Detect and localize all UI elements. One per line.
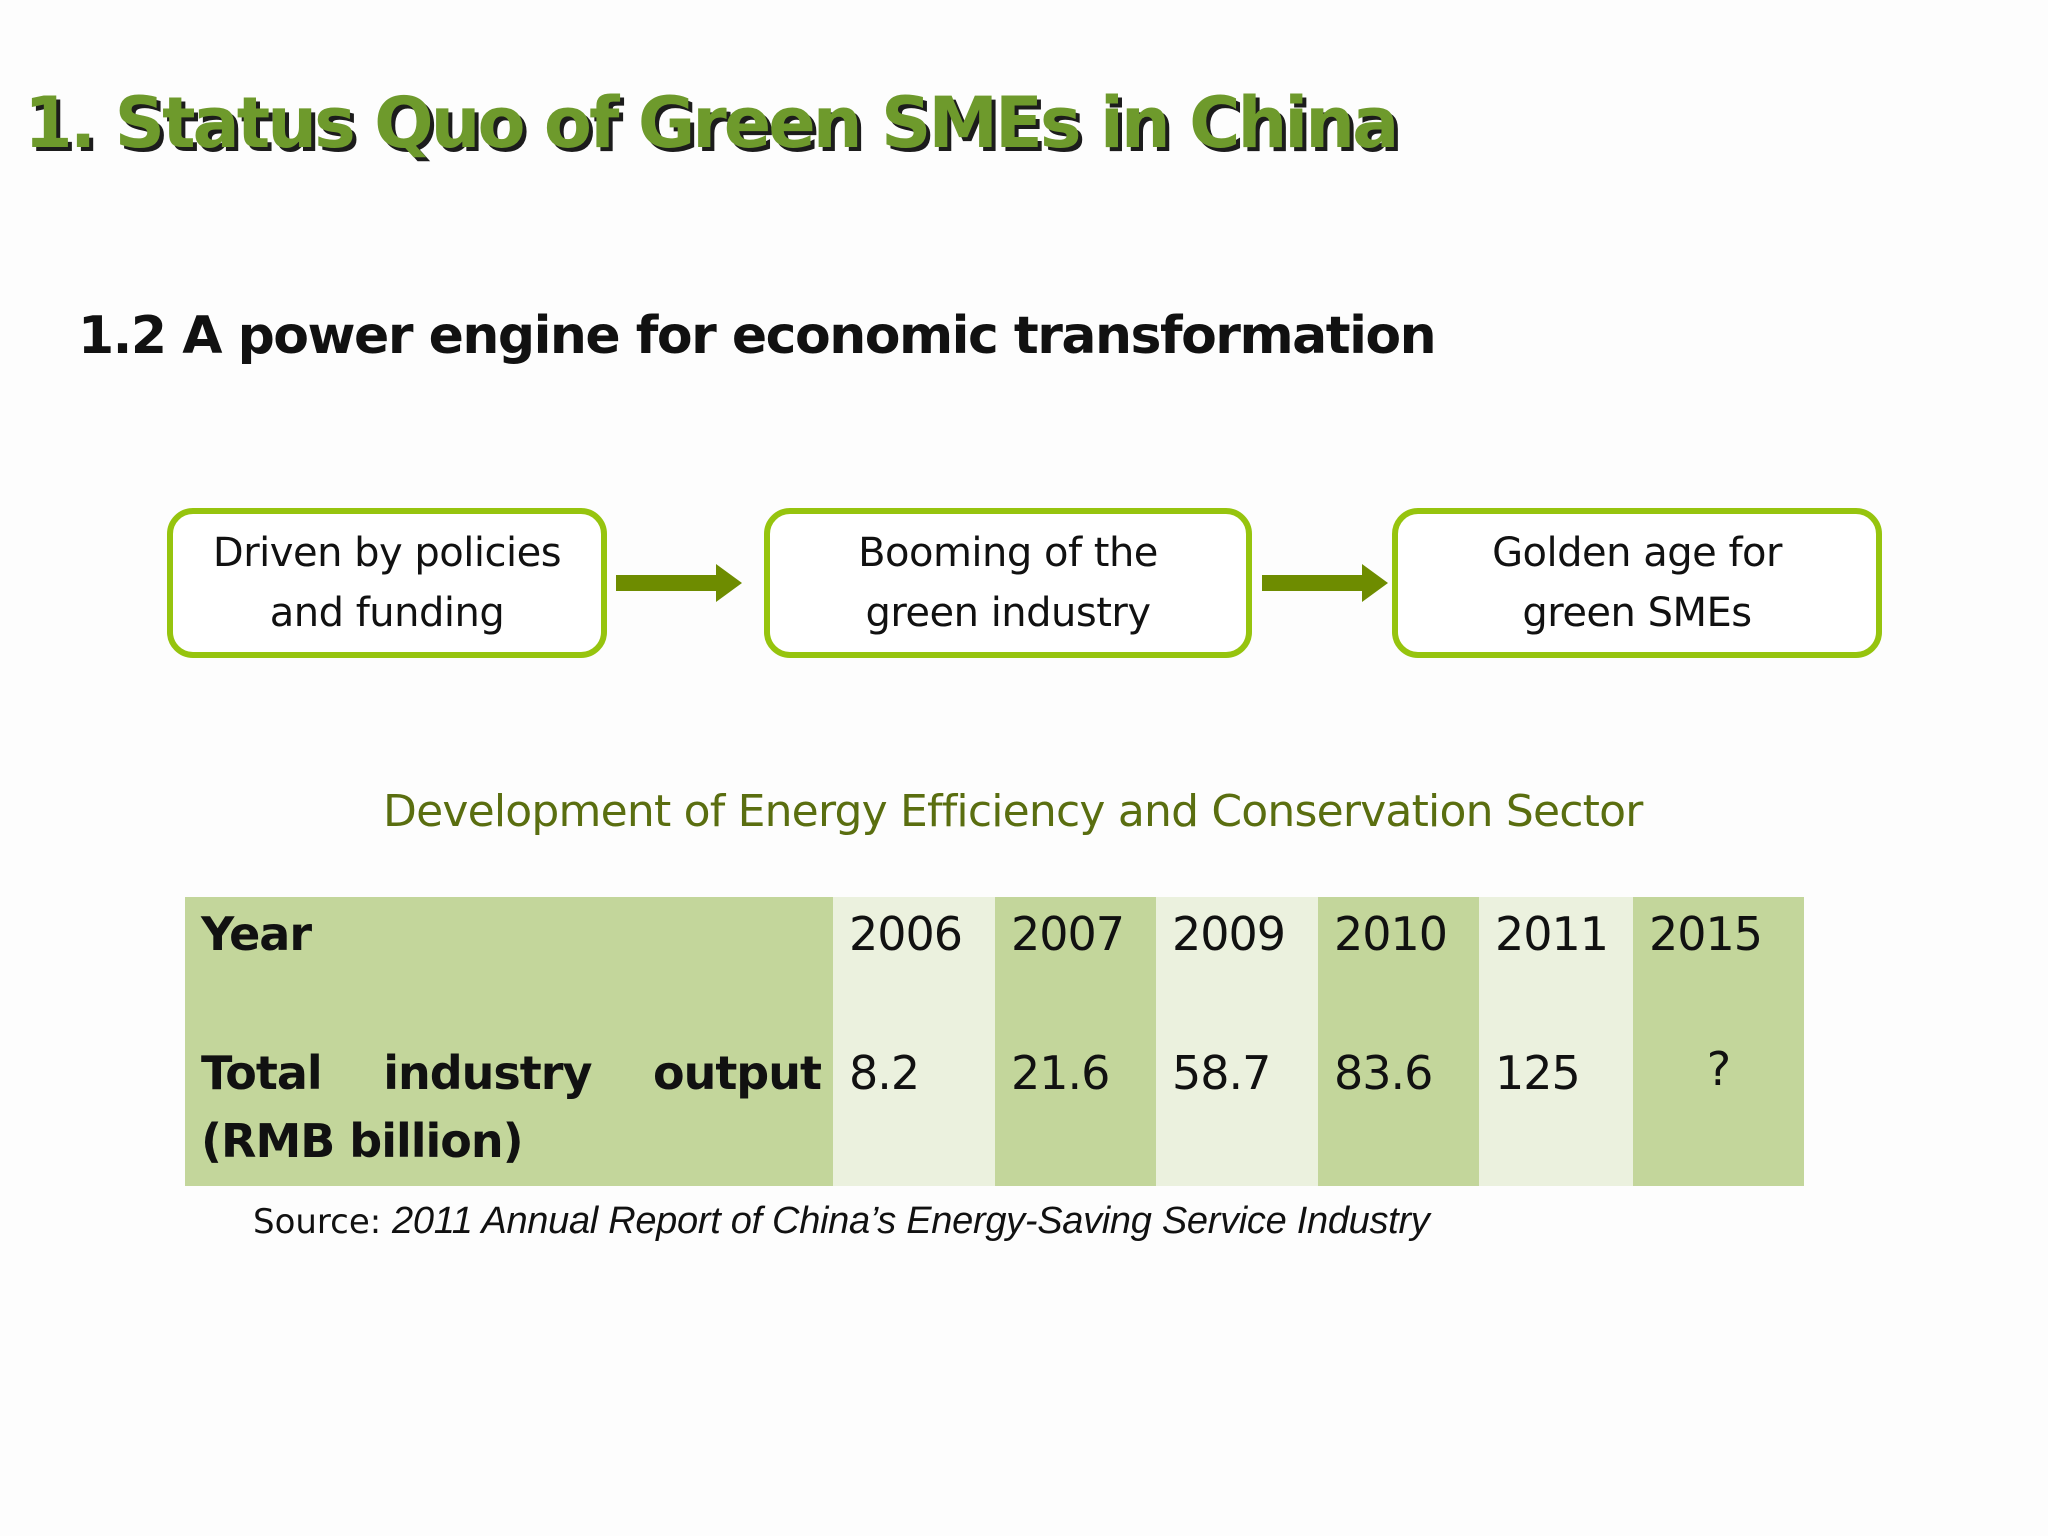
value-cell: 8.2 <box>833 1042 995 1186</box>
flow-step-text: and funding <box>269 590 505 636</box>
source-citation: 2011 Annual Report of China’s Energy-Sav… <box>392 1200 1430 1242</box>
row-label-word: industry <box>383 1046 592 1100</box>
year-cell: 2006 <box>833 897 995 1042</box>
arrow-right-icon <box>1262 564 1388 602</box>
flow-step-text: Driven by policies <box>212 530 562 576</box>
row-label-unit: (RMB billion) <box>201 1114 524 1168</box>
flow-step-text: green industry <box>865 590 1151 636</box>
flow-step-golden-age: Golden age for green SMEs <box>1392 508 1882 658</box>
output-row-label: Total industry output (RMB billion) <box>185 1042 833 1186</box>
energy-sector-table: Year 2006 2007 2009 2010 2011 2015 Total… <box>185 897 1804 1186</box>
year-cell: 2011 <box>1479 897 1633 1042</box>
table-row: Year 2006 2007 2009 2010 2011 2015 <box>185 897 1804 1042</box>
table-title: Development of Energy Efficiency and Con… <box>383 786 1643 837</box>
value-cell: 21.6 <box>995 1042 1156 1186</box>
flow-step-policies: Driven by policies and funding <box>167 508 607 658</box>
row-label-word: Total <box>201 1046 323 1100</box>
slide-title: 1. Status Quo of Green SMEs in China <box>24 82 1399 164</box>
table-row: Total industry output (RMB billion) 8.2 … <box>185 1042 1804 1186</box>
flow-step-text: green SMEs <box>1522 590 1752 636</box>
year-cell: 2009 <box>1156 897 1318 1042</box>
value-cell: 83.6 <box>1318 1042 1479 1186</box>
source-label: Source: <box>253 1202 393 1242</box>
value-cell: 125 <box>1479 1042 1633 1186</box>
value-cell: 58.7 <box>1156 1042 1318 1186</box>
value-cell-unknown: ? <box>1633 1042 1804 1186</box>
section-subtitle: 1.2 A power engine for economic transfor… <box>78 306 1437 366</box>
source-note: Source: 2011 Annual Report of China’s En… <box>253 1200 1430 1243</box>
year-cell: 2010 <box>1318 897 1479 1042</box>
flow-step-text: Golden age for <box>1492 530 1782 576</box>
year-cell: 2015 <box>1633 897 1804 1042</box>
flow-step-text: Booming of the <box>858 530 1158 576</box>
year-header: Year <box>185 897 833 1042</box>
year-cell: 2007 <box>995 897 1156 1042</box>
flow-step-industry: Booming of the green industry <box>764 508 1252 658</box>
row-label-word: output <box>652 1046 822 1100</box>
arrow-right-icon <box>616 564 742 602</box>
